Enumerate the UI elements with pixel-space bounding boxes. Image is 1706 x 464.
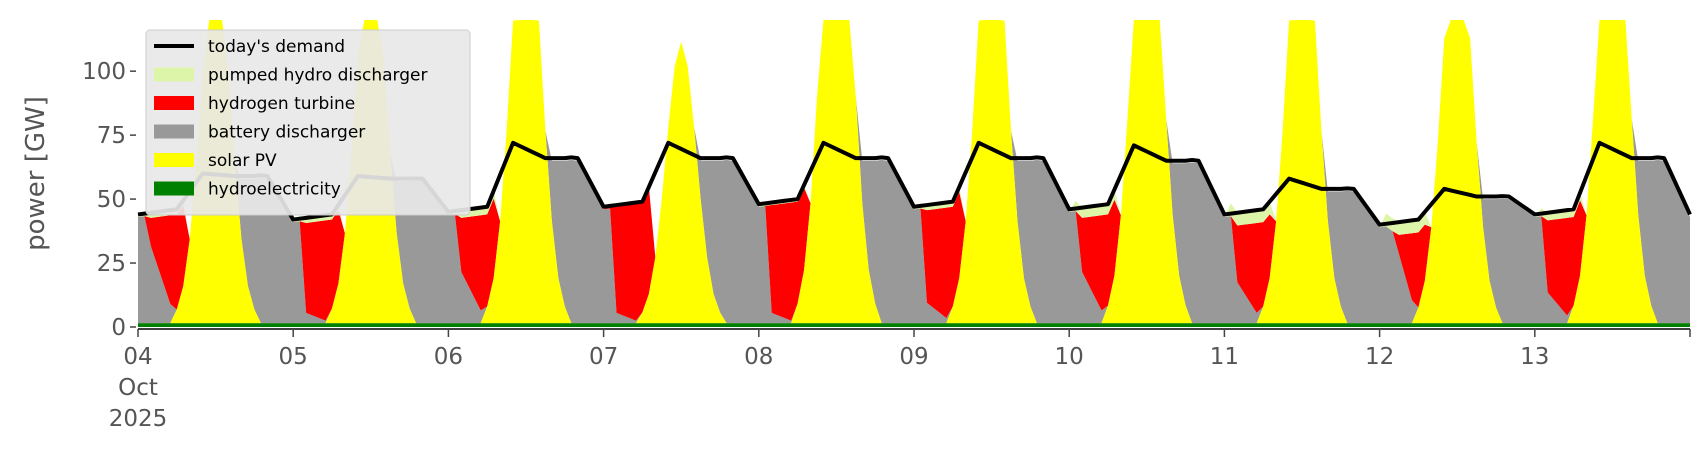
- y-tick-label: 75: [97, 123, 126, 149]
- legend-label: battery discharger: [208, 123, 365, 143]
- area-hydroelectricity: [138, 323, 1690, 327]
- x-tick-label: 11: [1210, 344, 1239, 370]
- legend-label: today's demand: [208, 37, 345, 57]
- legend-swatch: [154, 153, 194, 167]
- y-tick-label: 100: [82, 59, 126, 85]
- y-axis-label: power [GW]: [21, 96, 51, 251]
- x-tick-label: 07: [589, 344, 618, 370]
- area-solar-pv: [138, 20, 1690, 324]
- x-tick-label: 12: [1365, 344, 1394, 370]
- area-layers: [138, 20, 1690, 327]
- x-tick-label: 05: [279, 344, 308, 370]
- y-tick-label: 0: [111, 315, 126, 341]
- y-tick-label: 50: [97, 187, 126, 213]
- legend-swatch: [154, 67, 194, 82]
- x-tick-label: 10: [1055, 344, 1084, 370]
- y-tick-label: 25: [97, 251, 126, 277]
- x-tick-label: 08: [744, 344, 773, 370]
- legend-label: hydrogen turbine: [208, 94, 355, 114]
- area-battery-discharger: [138, 20, 1690, 324]
- x-tick-label: 04: [123, 344, 152, 370]
- legend-label: hydroelectricity: [208, 180, 341, 200]
- x-tick-sublabel: Oct: [118, 375, 158, 401]
- legend-label: solar PV: [208, 151, 277, 171]
- x-tick-label: 09: [899, 344, 928, 370]
- legend-box: [145, 29, 471, 216]
- legend-swatch: [154, 181, 194, 196]
- x-tick-label: 13: [1520, 344, 1549, 370]
- legend-label: pumped hydro discharger: [208, 66, 427, 86]
- legend: today's demand pumped hydro discharger hyd…: [145, 29, 471, 216]
- axes: 0 25 50 75 100 04 05 06 07 08 09 10 11 12 13 Oct 2025: [82, 59, 1691, 432]
- legend-swatch: [154, 124, 194, 139]
- x-tick-label: 06: [434, 344, 463, 370]
- legend-swatch: [154, 96, 194, 110]
- x-tick-sublabel: 2025: [109, 406, 168, 432]
